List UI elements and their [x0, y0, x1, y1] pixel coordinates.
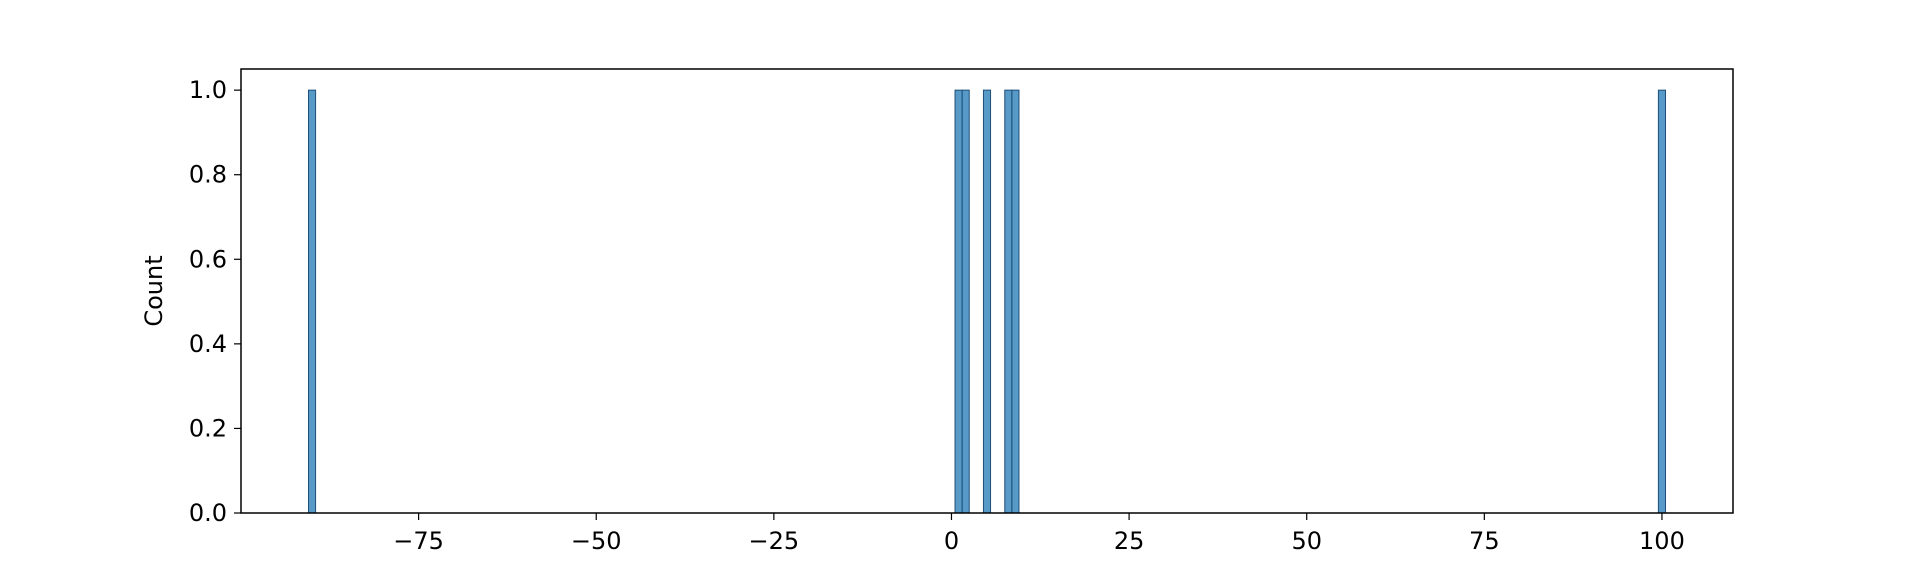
- x-tick-label: 0: [944, 527, 959, 555]
- histogram-bar-2: [961, 89, 970, 514]
- y-tick-label: 0.6: [189, 245, 227, 273]
- x-tick-label: 25: [1114, 527, 1145, 555]
- y-tick-label: 0.8: [189, 161, 227, 189]
- y-tick-label: 1.0: [189, 76, 227, 104]
- plot-frame: [240, 68, 1734, 514]
- histogram-bar-4: [1004, 89, 1013, 514]
- y-axis-label: Count: [140, 255, 168, 326]
- y-axis-ticks: 0.0 0.2 0.4 0.6 0.8 1.0: [189, 76, 241, 527]
- x-tick-label: 75: [1469, 527, 1500, 555]
- y-tick-label: 0.0: [189, 499, 227, 527]
- x-axis-ticks: −75 −50 −25 0 25 50 75 100: [393, 513, 1685, 555]
- x-tick-label: −75: [393, 527, 444, 555]
- histogram-bar-0: [307, 89, 317, 514]
- histogram-bar-6: [1657, 89, 1667, 514]
- x-tick-label: −25: [749, 527, 800, 555]
- x-tick-label: 50: [1291, 527, 1322, 555]
- y-tick-label: 0.4: [189, 330, 227, 358]
- y-tick-label: 0.2: [189, 414, 227, 442]
- x-tick-label: −50: [571, 527, 622, 555]
- histogram-bar-1: [954, 89, 963, 514]
- histogram-bar-5: [1011, 89, 1020, 514]
- histogram-bar-3: [982, 89, 992, 514]
- x-tick-label: 100: [1639, 527, 1685, 555]
